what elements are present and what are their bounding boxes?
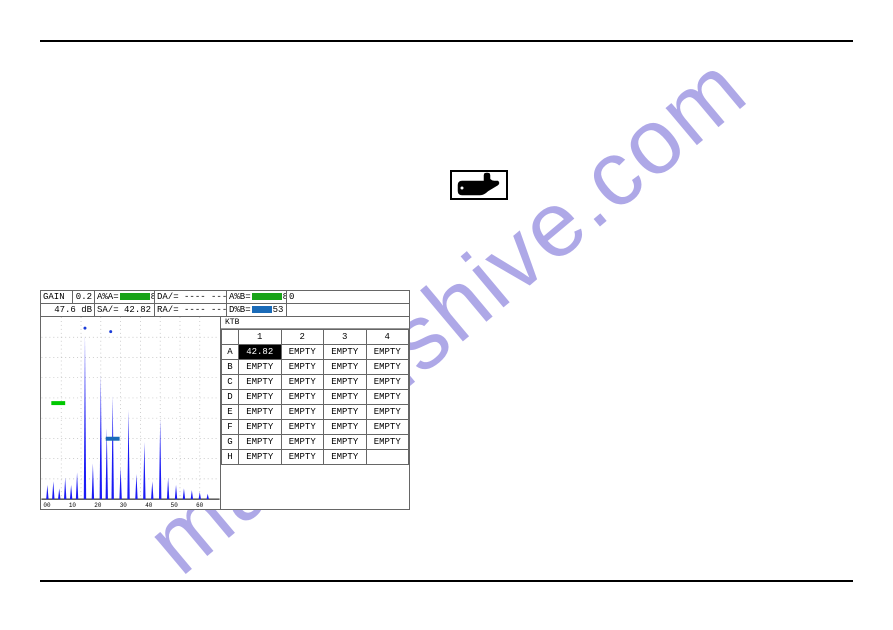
apct-label: A%A= xyxy=(97,292,119,302)
table-row: CEMPTYEMPTYEMPTYEMPTY xyxy=(222,375,409,390)
table-cell[interactable]: EMPTY xyxy=(281,405,324,420)
apct2-label: A%B= xyxy=(229,292,251,302)
table-title: KTB xyxy=(221,317,409,329)
zero-label: 0 xyxy=(289,292,294,302)
table-cell[interactable]: EMPTY xyxy=(239,375,282,390)
gain-label: GAIN xyxy=(43,292,65,302)
table-cell[interactable]: EMPTY xyxy=(366,405,409,420)
table-corner xyxy=(222,330,239,345)
row-header: D xyxy=(222,390,239,405)
bar-b xyxy=(252,293,282,300)
svg-text:30: 30 xyxy=(120,502,128,509)
table-cell[interactable]: EMPTY xyxy=(239,420,282,435)
bar-db xyxy=(252,306,272,313)
gain-value: 47.6 dB xyxy=(54,305,92,315)
table-cell[interactable]: EMPTY xyxy=(239,405,282,420)
data-table-area: KTB 1234A42.82EMPTYEMPTYEMPTYBEMPTYEMPTY… xyxy=(221,317,409,509)
svg-text:10: 10 xyxy=(69,502,77,509)
table-row: EEMPTYEMPTYEMPTYEMPTY xyxy=(222,405,409,420)
header-row-1: GAIN 0.2 A%A=82 % DA/= ---- --- A%B=82 %… xyxy=(41,291,409,304)
divider-top xyxy=(40,40,853,42)
col-header: 3 xyxy=(324,330,367,345)
d2-label: D%B= xyxy=(229,305,251,315)
bar-a xyxy=(120,293,150,300)
table-cell[interactable]: EMPTY xyxy=(324,405,367,420)
svg-text:40: 40 xyxy=(145,502,153,509)
graph-svg: 00 10 20 30 40 50 60 xyxy=(41,317,220,509)
table-row: A42.82EMPTYEMPTYEMPTY xyxy=(222,345,409,360)
divider-bottom xyxy=(40,580,853,582)
svg-text:00: 00 xyxy=(43,502,51,509)
table-cell[interactable]: EMPTY xyxy=(366,420,409,435)
col-header: 4 xyxy=(366,330,409,345)
sa-value: 42.82 --- xyxy=(124,305,155,315)
table-cell[interactable]: EMPTY xyxy=(324,450,367,465)
table-row: BEMPTYEMPTYEMPTYEMPTY xyxy=(222,360,409,375)
header-row-2: 47.6 dB SA/= 42.82 --- RA/= ---- --- D%B… xyxy=(41,304,409,317)
sa-label: SA/= xyxy=(97,305,119,315)
d-value: ---- --- xyxy=(184,292,227,302)
table-cell[interactable]: EMPTY xyxy=(281,435,324,450)
table-cell[interactable]: EMPTY xyxy=(366,375,409,390)
gain-step: 0.2 xyxy=(76,292,92,302)
table-cell[interactable] xyxy=(366,450,409,465)
d2-value: 53 % xyxy=(273,305,287,315)
table-cell[interactable]: 42.82 xyxy=(239,345,282,360)
row-header: A xyxy=(222,345,239,360)
row-header: B xyxy=(222,360,239,375)
table-row: GEMPTYEMPTYEMPTYEMPTY xyxy=(222,435,409,450)
table-cell[interactable]: EMPTY xyxy=(281,345,324,360)
d-label: DA/= xyxy=(157,292,179,302)
table-cell[interactable]: EMPTY xyxy=(324,435,367,450)
table-cell[interactable]: EMPTY xyxy=(239,390,282,405)
r-value: ---- --- xyxy=(184,305,227,315)
table-cell[interactable]: EMPTY xyxy=(239,360,282,375)
table-cell[interactable]: EMPTY xyxy=(366,360,409,375)
table-cell[interactable]: EMPTY xyxy=(324,360,367,375)
row-header: H xyxy=(222,450,239,465)
row-header: F xyxy=(222,420,239,435)
table-cell[interactable]: EMPTY xyxy=(324,345,367,360)
device-screenshot: GAIN 0.2 A%A=82 % DA/= ---- --- A%B=82 %… xyxy=(40,290,410,510)
table-cell[interactable]: EMPTY xyxy=(366,435,409,450)
col-header: 2 xyxy=(281,330,324,345)
r-label: RA/= xyxy=(157,305,179,315)
svg-text:20: 20 xyxy=(94,502,102,509)
svg-text:50: 50 xyxy=(171,502,179,509)
table-row: DEMPTYEMPTYEMPTYEMPTY xyxy=(222,390,409,405)
svg-text:60: 60 xyxy=(196,502,204,509)
table-cell[interactable]: EMPTY xyxy=(281,450,324,465)
table-cell[interactable]: EMPTY xyxy=(324,420,367,435)
table-row: FEMPTYEMPTYEMPTYEMPTY xyxy=(222,420,409,435)
spectrum-graph: 00 10 20 30 40 50 60 xyxy=(41,317,221,509)
pointing-hand-icon xyxy=(450,165,510,205)
table-cell[interactable]: EMPTY xyxy=(281,375,324,390)
table-cell[interactable]: EMPTY xyxy=(281,420,324,435)
table-cell[interactable]: EMPTY xyxy=(281,360,324,375)
table-cell[interactable]: EMPTY xyxy=(366,345,409,360)
table-cell[interactable]: EMPTY xyxy=(281,390,324,405)
col-header: 1 xyxy=(239,330,282,345)
row-header: G xyxy=(222,435,239,450)
table-cell[interactable]: EMPTY xyxy=(366,390,409,405)
data-table: 1234A42.82EMPTYEMPTYEMPTYBEMPTYEMPTYEMPT… xyxy=(221,329,409,465)
table-cell[interactable]: EMPTY xyxy=(239,435,282,450)
row-header: E xyxy=(222,405,239,420)
table-row: HEMPTYEMPTYEMPTY xyxy=(222,450,409,465)
row-header: C xyxy=(222,375,239,390)
table-cell[interactable]: EMPTY xyxy=(324,390,367,405)
table-cell[interactable]: EMPTY xyxy=(324,375,367,390)
table-cell[interactable]: EMPTY xyxy=(239,450,282,465)
